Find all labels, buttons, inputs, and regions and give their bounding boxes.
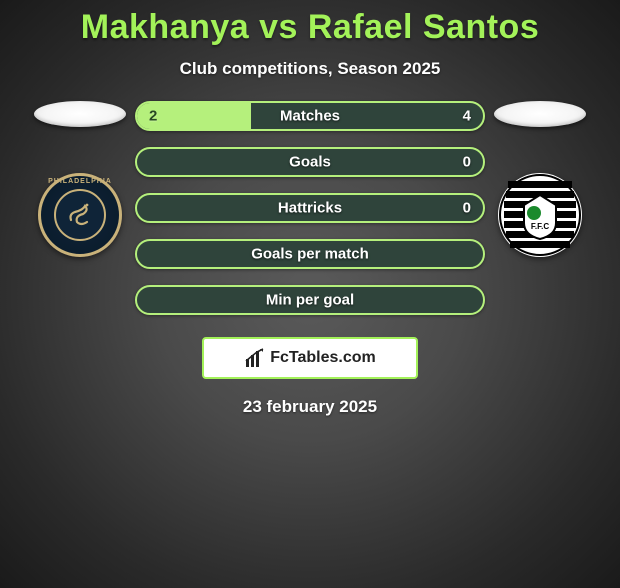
stat-bar: 24Matches	[135, 101, 485, 131]
footer-date: 23 february 2025	[0, 397, 620, 417]
figueirense-crest-icon: F.F.C	[498, 173, 582, 257]
stat-bar: 0Goals	[135, 147, 485, 177]
stat-value-right: 0	[463, 154, 471, 171]
stat-label: Goals	[137, 154, 483, 171]
page-subtitle: Club competitions, Season 2025	[0, 59, 620, 79]
stat-bar: Min per goal	[135, 285, 485, 315]
page-title: Makhanya vs Rafael Santos	[0, 8, 620, 47]
stat-label: Hattricks	[137, 200, 483, 217]
stat-bars: 24Matches0Goals0HattricksGoals per match…	[135, 101, 485, 331]
stat-value-right: 4	[463, 108, 471, 125]
comparison-row: PHILADELPHIA 24Matches0Goals0HattricksGo…	[0, 101, 620, 331]
left-player-column: PHILADELPHIA	[25, 101, 135, 257]
right-player-column: F.F.C	[485, 101, 595, 257]
bar-chart-icon	[244, 347, 266, 369]
brand-text: FcTables.com	[270, 349, 376, 367]
stat-label: Goals per match	[137, 246, 483, 263]
stat-bar: 0Hattricks	[135, 193, 485, 223]
left-player-ellipse	[34, 101, 126, 127]
right-crest-letters: F.F.C	[531, 222, 549, 231]
stat-value-left: 2	[149, 108, 157, 125]
snake-icon	[65, 200, 95, 230]
left-crest-inner	[54, 189, 106, 241]
brand-box: FcTables.com	[202, 337, 418, 379]
left-crest-ring-text: PHILADELPHIA	[41, 178, 119, 185]
stat-bar: Goals per match	[135, 239, 485, 269]
right-player-ellipse	[494, 101, 586, 127]
left-team-crest: PHILADELPHIA	[38, 173, 122, 257]
stat-value-right: 0	[463, 200, 471, 217]
stat-label: Min per goal	[137, 292, 483, 309]
right-team-crest: F.F.C	[498, 173, 582, 257]
